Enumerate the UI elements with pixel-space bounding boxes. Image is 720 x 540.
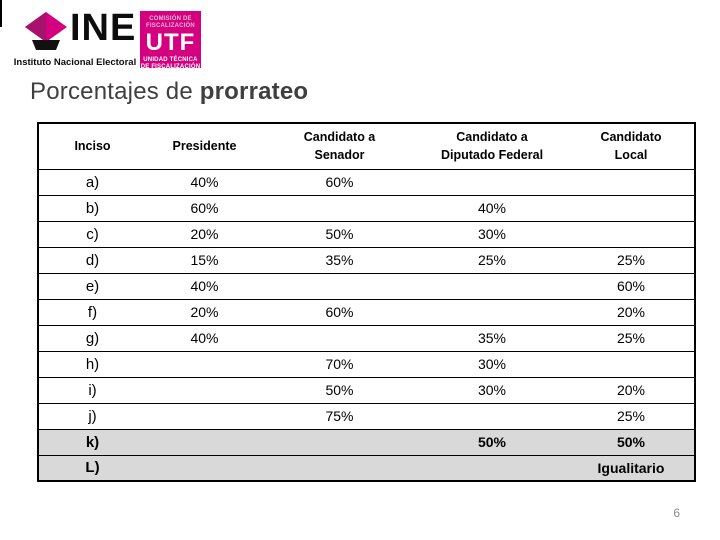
cell-inciso: c) [86, 225, 99, 243]
table-row: k) 50% 50% [38, 429, 695, 455]
ine-acronym: INE [70, 7, 137, 49]
cell-senador: 60% [325, 174, 354, 190]
cell-senador [263, 325, 416, 351]
cell-senador: 75% [325, 408, 354, 424]
table-row: i) 50% 30% 20% [38, 377, 695, 403]
utf-acronym: UTF [145, 29, 196, 57]
cell-local [568, 169, 695, 195]
cell-presidente: 20% [190, 226, 219, 242]
table-row: b) 60% 40% [38, 195, 695, 221]
ine-caption: Instituto Nacional Electoral [13, 57, 137, 68]
page-title-regular: Porcentajes de [30, 78, 200, 105]
cell-local: 20% [616, 382, 646, 398]
cell-inciso: k) [85, 433, 100, 451]
cell-inciso: e) [85, 277, 100, 295]
col-header-candidato-senador: Candidato a Senador [303, 130, 376, 163]
table-row: j) 75% 25% [38, 403, 695, 429]
cell-inciso: h) [85, 355, 100, 373]
cell-presidente: 40% [190, 278, 219, 294]
table-row: e) 40% 60% [38, 273, 695, 299]
cell-local: Igualitario [597, 459, 665, 476]
cell-senador: 50% [325, 226, 354, 242]
cell-diputado-federal [416, 169, 568, 195]
cell-diputado-federal [416, 455, 568, 481]
table-row: g) 40% 35% 25% [38, 325, 695, 351]
cell-local [568, 221, 695, 247]
cell-diputado-federal: 25% [477, 252, 507, 268]
cell-diputado-federal: 30% [477, 226, 507, 242]
cell-inciso: a) [85, 173, 100, 191]
table-row: L) Igualitario [38, 455, 695, 481]
cell-local: 20% [616, 304, 646, 320]
ine-logo: INE Instituto Nacional Electoral [10, 7, 140, 68]
cell-diputado-federal: 30% [477, 382, 507, 398]
cell-inciso: j) [88, 407, 97, 425]
utf-logo: COMISIÓN DE FISCALIZACIÓN UTF UNIDAD TÉC… [140, 11, 201, 70]
cell-senador [263, 429, 416, 455]
cell-presidente [146, 403, 263, 429]
cell-presidente: 60% [190, 200, 219, 216]
cell-inciso: g) [85, 329, 100, 347]
cell-diputado-federal [416, 403, 568, 429]
cell-presidente: 40% [190, 330, 219, 346]
cell-diputado-federal: 30% [477, 356, 507, 372]
table-row: c) 20% 50% 30% [38, 221, 695, 247]
col-header-presidente: Presidente [172, 139, 237, 154]
cell-senador: 35% [325, 252, 354, 268]
cell-presidente [146, 351, 263, 377]
prorrateo-table: Inciso Presidente Candidato a Senador Ca… [37, 122, 696, 482]
cell-diputado-federal: 50% [477, 434, 507, 450]
utf-bottom-caption: UNIDAD TÉCNICA DE FISCALIZACIÓN [140, 56, 201, 70]
cell-presidente: 20% [190, 304, 219, 320]
cell-inciso: L) [85, 459, 100, 477]
col-header-candidato-diputado-federal: Candidato a Diputado Federal [440, 130, 544, 163]
col-header-inciso: Inciso [74, 139, 111, 154]
cell-inciso: d) [85, 251, 100, 269]
cell-senador [263, 273, 416, 299]
cell-senador: 70% [325, 356, 354, 372]
table-row: h) 70% 30% [38, 351, 695, 377]
cell-presidente: 40% [190, 174, 219, 190]
slide-edge-artifact [0, 0, 2, 27]
page-title: Porcentajes de prorrateo [30, 78, 308, 106]
cell-local: 25% [616, 252, 646, 268]
cell-presidente: 15% [190, 252, 219, 268]
page-title-bold: prorrateo [199, 78, 309, 105]
cell-senador: 60% [325, 304, 354, 320]
cell-presidente [146, 429, 263, 455]
cell-local [568, 351, 695, 377]
col-header-candidato-local: Candidato Local [600, 130, 662, 163]
table-row: f) 20% 60% 20% [38, 299, 695, 325]
cell-local: 50% [616, 434, 646, 450]
ine-diamond-icon [25, 12, 67, 50]
cell-diputado-federal: 35% [477, 330, 507, 346]
cell-inciso: i) [88, 381, 97, 399]
cell-local [568, 195, 695, 221]
cell-local: 25% [616, 330, 646, 346]
cell-inciso: f) [87, 303, 98, 321]
table-row: a) 40% 60% [38, 169, 695, 195]
table-body: a) 40% 60% b) 60% 40% c) 20% 50% 30% d) … [38, 169, 695, 481]
cell-presidente [146, 377, 263, 403]
cell-local: 25% [616, 408, 646, 424]
cell-senador: 50% [325, 382, 354, 398]
table-header-row: Inciso Presidente Candidato a Senador Ca… [38, 123, 695, 169]
cell-inciso: b) [85, 199, 100, 217]
cell-senador [263, 195, 416, 221]
table-row: d) 15% 35% 25% 25% [38, 247, 695, 273]
utf-top-caption: COMISIÓN DE FISCALIZACIÓN [146, 16, 195, 30]
cell-local: 60% [616, 278, 646, 294]
cell-presidente [146, 455, 263, 481]
page-number: 6 [673, 506, 680, 520]
cell-senador [263, 455, 416, 481]
cell-diputado-federal [416, 299, 568, 325]
cell-diputado-federal [416, 273, 568, 299]
cell-diputado-federal: 40% [477, 200, 507, 216]
